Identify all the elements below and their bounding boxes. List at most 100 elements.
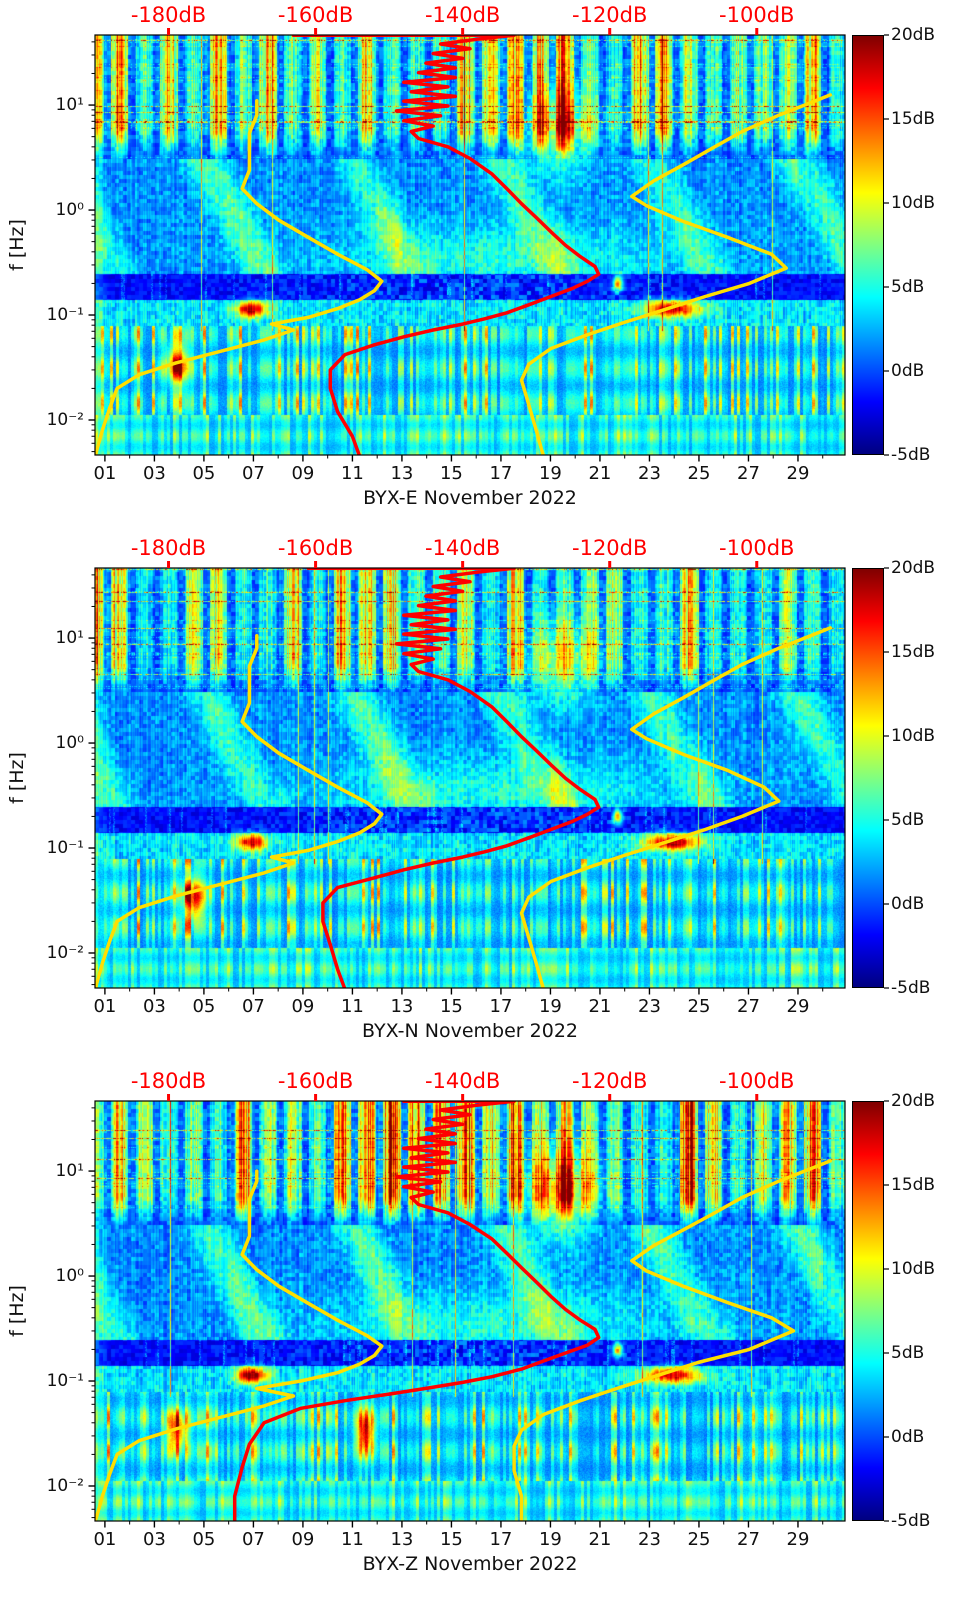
top-db-tick-label: -160dB (277, 1069, 354, 1093)
x-tick-label: 09 (291, 996, 315, 1017)
x-tick-label: 01 (93, 1529, 117, 1550)
colorbar (852, 568, 884, 988)
x-tick-label: 27 (737, 996, 760, 1017)
y-tick-label: 10⁻¹ (46, 838, 84, 859)
x-axis-title: BYX-N November 2022 (361, 1020, 579, 1042)
colorbar-tick-labels: 20dB 15dB 10dB 5dB 0dB -5dB (891, 1066, 961, 1599)
colorbar-tick-label: 20dB (891, 1091, 936, 1111)
y-tick-label: 10¹ (55, 1161, 84, 1182)
x-tick-label: 23 (638, 463, 661, 484)
spectrogram-heatmap (95, 568, 845, 988)
x-tick-label: 21 (588, 463, 612, 484)
x-tick-label: 13 (390, 1529, 414, 1550)
x-tick-label: 07 (241, 996, 265, 1017)
panel-byx-e: -180dB -160dB -140dB -120dB -100dB f [Hz] 10… (0, 0, 962, 533)
x-tick-labels: 01 03 05 07 09 11 13 15 17 19 21 23 25 27 29 (0, 994, 962, 1018)
x-tick-label: 11 (340, 1529, 364, 1550)
colorbar-tick-label: 0dB (891, 361, 925, 381)
top-db-tick-label: -160dB (277, 536, 354, 560)
y-tick-label: 10⁻² (46, 942, 84, 963)
x-tick-label: 15 (439, 463, 463, 484)
panel-byx-n: -180dB -160dB -140dB -120dB -100dB f [Hz] 10… (0, 533, 962, 1066)
x-tick-label: 27 (737, 463, 760, 484)
y-tick-label: 10⁰ (55, 733, 84, 754)
colorbar-tick-label: 15dB (891, 642, 936, 662)
y-tick-labels: 10¹ 10⁰ 10⁻¹ 10⁻² (0, 0, 88, 533)
y-tick-label: 10⁰ (55, 1266, 84, 1287)
x-tick-label: 25 (687, 463, 711, 484)
x-tick-label: 23 (638, 996, 661, 1017)
colorbar (852, 35, 884, 455)
x-tick-label: 29 (786, 1529, 810, 1550)
colorbar-tick-label: -5dB (891, 1511, 931, 1531)
spectrogram-heatmap (95, 35, 845, 455)
colorbar-tick-label: 0dB (891, 894, 925, 914)
x-axis-title: BYX-E November 2022 (363, 487, 577, 509)
colorbar-tick-label: 15dB (891, 109, 936, 129)
x-tick-label: 21 (588, 1529, 612, 1550)
x-tick-label: 25 (687, 996, 711, 1017)
colorbar-tick-labels: 20dB 15dB 10dB 5dB 0dB -5dB (891, 0, 961, 533)
top-db-tick-label: -180dB (130, 3, 207, 27)
x-tick-label: 05 (192, 996, 216, 1017)
colorbar-tick-label: 0dB (891, 1427, 925, 1447)
colorbar (852, 1101, 884, 1521)
x-tick-label: 15 (439, 1529, 463, 1550)
x-tick-label: 27 (737, 1529, 760, 1550)
top-db-tick-label: -140dB (424, 3, 501, 27)
top-db-tick-label: -100dB (719, 536, 795, 560)
top-db-tick-label: -140dB (424, 536, 501, 560)
x-tick-label: 17 (489, 463, 513, 484)
colorbar-tick-label: -5dB (891, 445, 931, 465)
colorbar-tick-label: 10dB (891, 1259, 936, 1279)
top-db-tick-label: -120dB (572, 1069, 648, 1093)
x-tick-label: 03 (142, 463, 166, 484)
x-tick-label: 11 (340, 996, 364, 1017)
y-tick-labels: 10¹ 10⁰ 10⁻¹ 10⁻² (0, 533, 88, 1066)
top-db-axis: -180dB -160dB -140dB -120dB -100dB (0, 0, 962, 34)
colorbar-tick-label: 20dB (891, 558, 936, 578)
colorbar-tick-label: 5dB (891, 810, 925, 830)
x-tick-label: 13 (390, 463, 414, 484)
x-tick-label: 09 (291, 463, 315, 484)
x-tick-label: 03 (142, 996, 166, 1017)
colorbar-tick-label: 5dB (891, 277, 925, 297)
x-tick-label: 05 (192, 463, 216, 484)
top-db-axis: -180dB -160dB -140dB -120dB -100dB (0, 1066, 962, 1100)
x-tick-label: 23 (638, 1529, 661, 1550)
colorbar-tick-label: 5dB (891, 1343, 925, 1363)
x-tick-label: 25 (687, 1529, 711, 1550)
x-axis-title: BYX-Z November 2022 (362, 1553, 578, 1575)
colorbar-tick-label: 15dB (891, 1175, 936, 1195)
x-tick-label: 07 (241, 463, 265, 484)
x-tick-label: 01 (93, 463, 117, 484)
x-tick-labels: 01 03 05 07 09 11 13 15 17 19 21 23 25 27 29 (0, 461, 962, 485)
top-db-tick-label: -180dB (130, 1069, 207, 1093)
colorbar-tick-label: 10dB (891, 193, 936, 213)
colorbar-tick-label: 10dB (891, 726, 936, 746)
x-tick-label: 29 (786, 996, 810, 1017)
x-tick-label: 11 (340, 463, 364, 484)
x-tick-label: 17 (489, 996, 513, 1017)
x-tick-label: 19 (538, 463, 562, 484)
x-tick-label: 05 (192, 1529, 216, 1550)
x-tick-label: 17 (489, 1529, 513, 1550)
y-tick-label: 10¹ (55, 628, 84, 649)
y-tick-label: 10⁻¹ (46, 305, 84, 326)
y-tick-label: 10⁻² (46, 1475, 84, 1496)
x-tick-label: 03 (142, 1529, 166, 1550)
top-db-axis: -180dB -160dB -140dB -120dB -100dB (0, 533, 962, 567)
y-tick-labels: 10¹ 10⁰ 10⁻¹ 10⁻² (0, 1066, 88, 1599)
colorbar-tick-labels: 20dB 15dB 10dB 5dB 0dB -5dB (891, 533, 961, 1066)
x-tick-label: 15 (439, 996, 463, 1017)
x-tick-label: 19 (538, 1529, 562, 1550)
y-tick-label: 10¹ (55, 95, 84, 116)
top-db-tick-label: -100dB (719, 3, 795, 27)
x-tick-label: 19 (538, 996, 562, 1017)
colorbar-tick-label: 20dB (891, 25, 936, 45)
y-tick-label: 10⁻² (46, 409, 84, 430)
panel-byx-z: -180dB -160dB -140dB -120dB -100dB f [Hz] 10… (0, 1066, 962, 1599)
y-tick-label: 10⁰ (55, 200, 84, 221)
x-tick-label: 01 (93, 996, 117, 1017)
top-db-tick-label: -160dB (277, 3, 354, 27)
